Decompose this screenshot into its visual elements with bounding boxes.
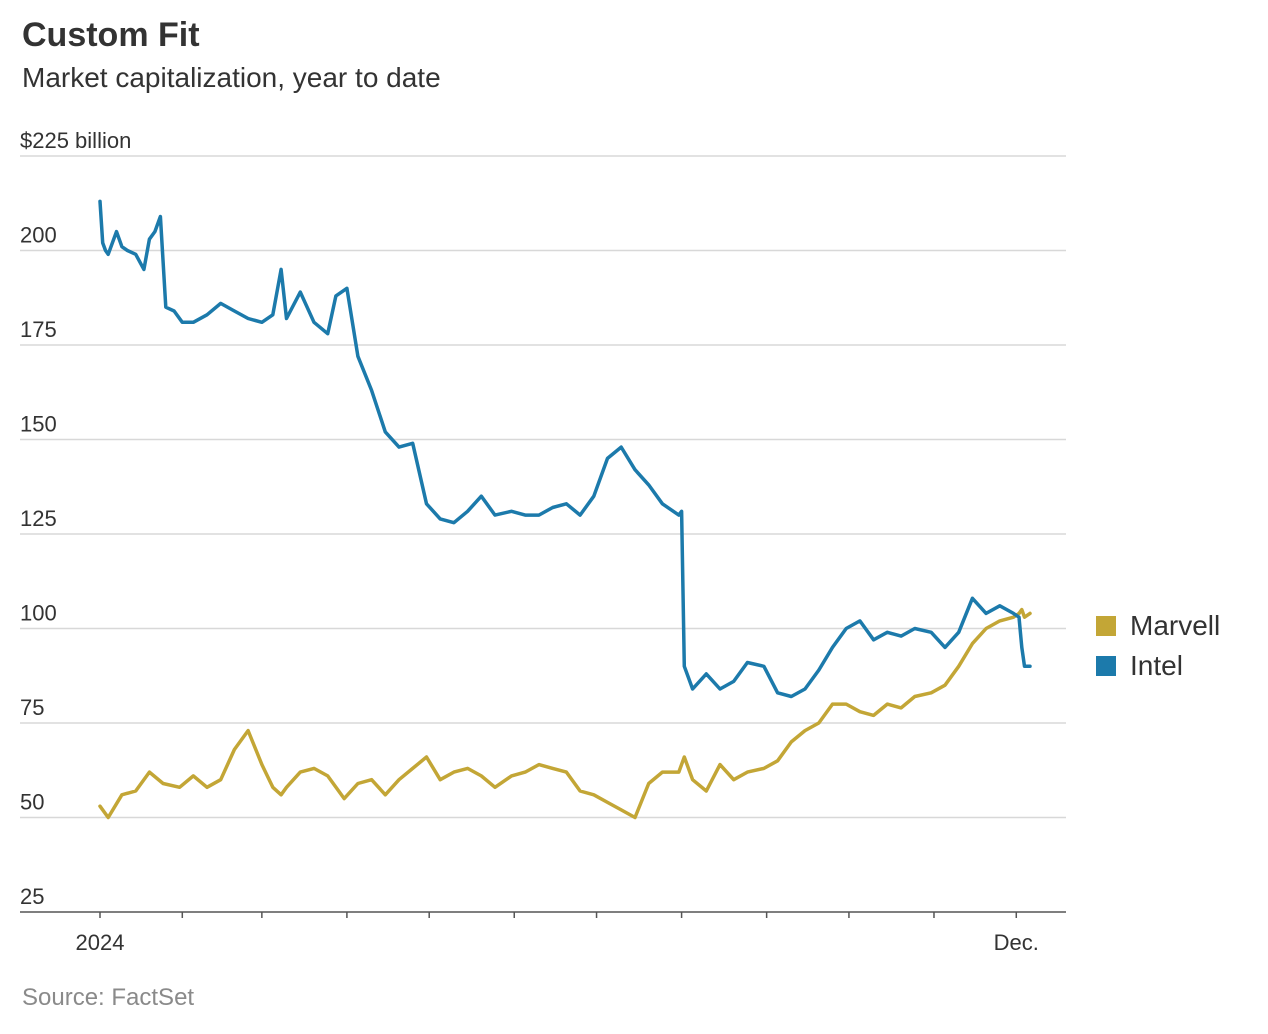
source-note: Source: FactSet [22, 984, 195, 1011]
y-tick-label-50: 50 [20, 790, 44, 815]
y-tick-label-175: 175 [20, 317, 57, 342]
legend-swatch-intel [1096, 656, 1116, 676]
legend-item-marvell: Marvell [1096, 606, 1220, 646]
grid-layer: 25 50 75 100 125 150 175 200 $225 billion [20, 128, 1066, 909]
legend: Marvell Intel [1096, 606, 1220, 686]
legend-item-intel: Intel [1096, 646, 1220, 686]
series-layer [98, 199, 1032, 820]
y-tick-label-150: 150 [20, 412, 57, 437]
series-line-marvell [98, 607, 1032, 820]
chart-title: Custom Fit [22, 16, 200, 54]
y-tick-label-225: $225 billion [20, 128, 131, 153]
legend-label-intel: Intel [1130, 650, 1183, 681]
y-tick-label-100: 100 [20, 601, 57, 626]
legend-label-marvell: Marvell [1130, 610, 1221, 641]
y-tick-label-200: 200 [20, 223, 57, 248]
y-tick-label-25: 25 [20, 884, 44, 909]
x-tick-label-2024-01-02: 2024 [76, 930, 125, 955]
y-tick-label-75: 75 [20, 695, 44, 720]
legend-swatch-marvell [1096, 616, 1116, 636]
y-tick-label-125: 125 [20, 506, 57, 531]
series-line-intel [98, 199, 1032, 699]
x-axis: 2024 Dec. [20, 911, 1066, 955]
x-tick-label-2024-12-01: Dec. [994, 930, 1039, 955]
chart-subtitle: Market capitalization, year to date [22, 62, 441, 93]
